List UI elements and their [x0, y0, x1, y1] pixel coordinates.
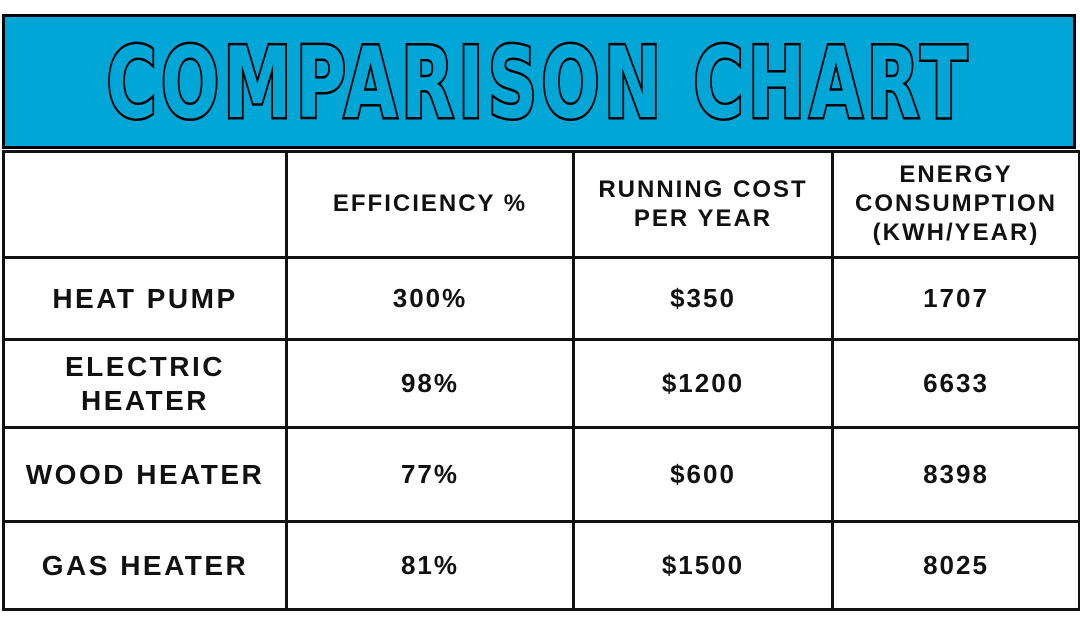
header-line: ENERGY [899, 161, 1013, 189]
table-row: HEAT PUMP 300% $350 1707 [2, 256, 1080, 341]
row-label-gas-heater: GAS HEATER [2, 520, 288, 611]
energy-consumption-cell: 8025 [831, 520, 1080, 611]
table-row: GAS HEATER 81% $1500 8025 [2, 520, 1080, 611]
header-cell-running-cost: RUNNING COST PER YEAR [572, 150, 834, 259]
comparison-table: EFFICIENCY % RUNNING COST PER YEAR ENERG… [2, 150, 1080, 611]
row-label-heat-pump: HEAT PUMP [2, 256, 288, 341]
running-cost-cell: $1200 [572, 338, 834, 429]
title-graphic: COMPARISON CHART [104, 25, 972, 144]
title-banner: COMPARISON CHART [2, 14, 1076, 149]
header-cell-energy-consumption: ENERGY CONSUMPTION (KWH/YEAR) [831, 150, 1080, 259]
efficiency-cell: 81% [285, 520, 575, 611]
table-row: WOOD HEATER 77% $600 8398 [2, 426, 1080, 523]
header-line: CONSUMPTION [855, 190, 1057, 218]
header-cell-efficiency: EFFICIENCY % [285, 150, 575, 259]
efficiency-cell: 98% [285, 338, 575, 429]
table-row: ELECTRIC HEATER 98% $1200 6633 [2, 338, 1080, 429]
row-label-line: HEATER [80, 384, 210, 416]
energy-consumption-cell: 6633 [831, 338, 1080, 429]
row-label-line: GAS HEATER [41, 549, 249, 581]
efficiency-cell: 300% [285, 256, 575, 341]
header-line: EFFICIENCY % [332, 190, 528, 218]
energy-consumption-cell: 1707 [831, 256, 1080, 341]
row-label-line: ELECTRIC [65, 350, 225, 382]
running-cost-cell: $1500 [572, 520, 834, 611]
row-label-electric-heater: ELECTRIC HEATER [2, 338, 288, 429]
energy-consumption-cell: 8398 [831, 426, 1080, 523]
table-header-row: EFFICIENCY % RUNNING COST PER YEAR ENERG… [2, 150, 1080, 259]
running-cost-cell: $600 [572, 426, 834, 523]
running-cost-cell: $350 [572, 256, 834, 341]
header-cell-blank [2, 150, 288, 259]
row-label-line: WOOD HEATER [25, 458, 265, 490]
header-line: RUNNING COST [598, 175, 808, 203]
row-label-wood-heater: WOOD HEATER [2, 426, 288, 523]
row-label-line: HEAT PUMP [52, 282, 238, 314]
chart-title: COMPARISON CHART [107, 27, 972, 141]
header-line: (KWH/YEAR) [872, 218, 1040, 246]
efficiency-cell: 77% [285, 426, 575, 523]
header-line: PER YEAR [633, 204, 773, 232]
